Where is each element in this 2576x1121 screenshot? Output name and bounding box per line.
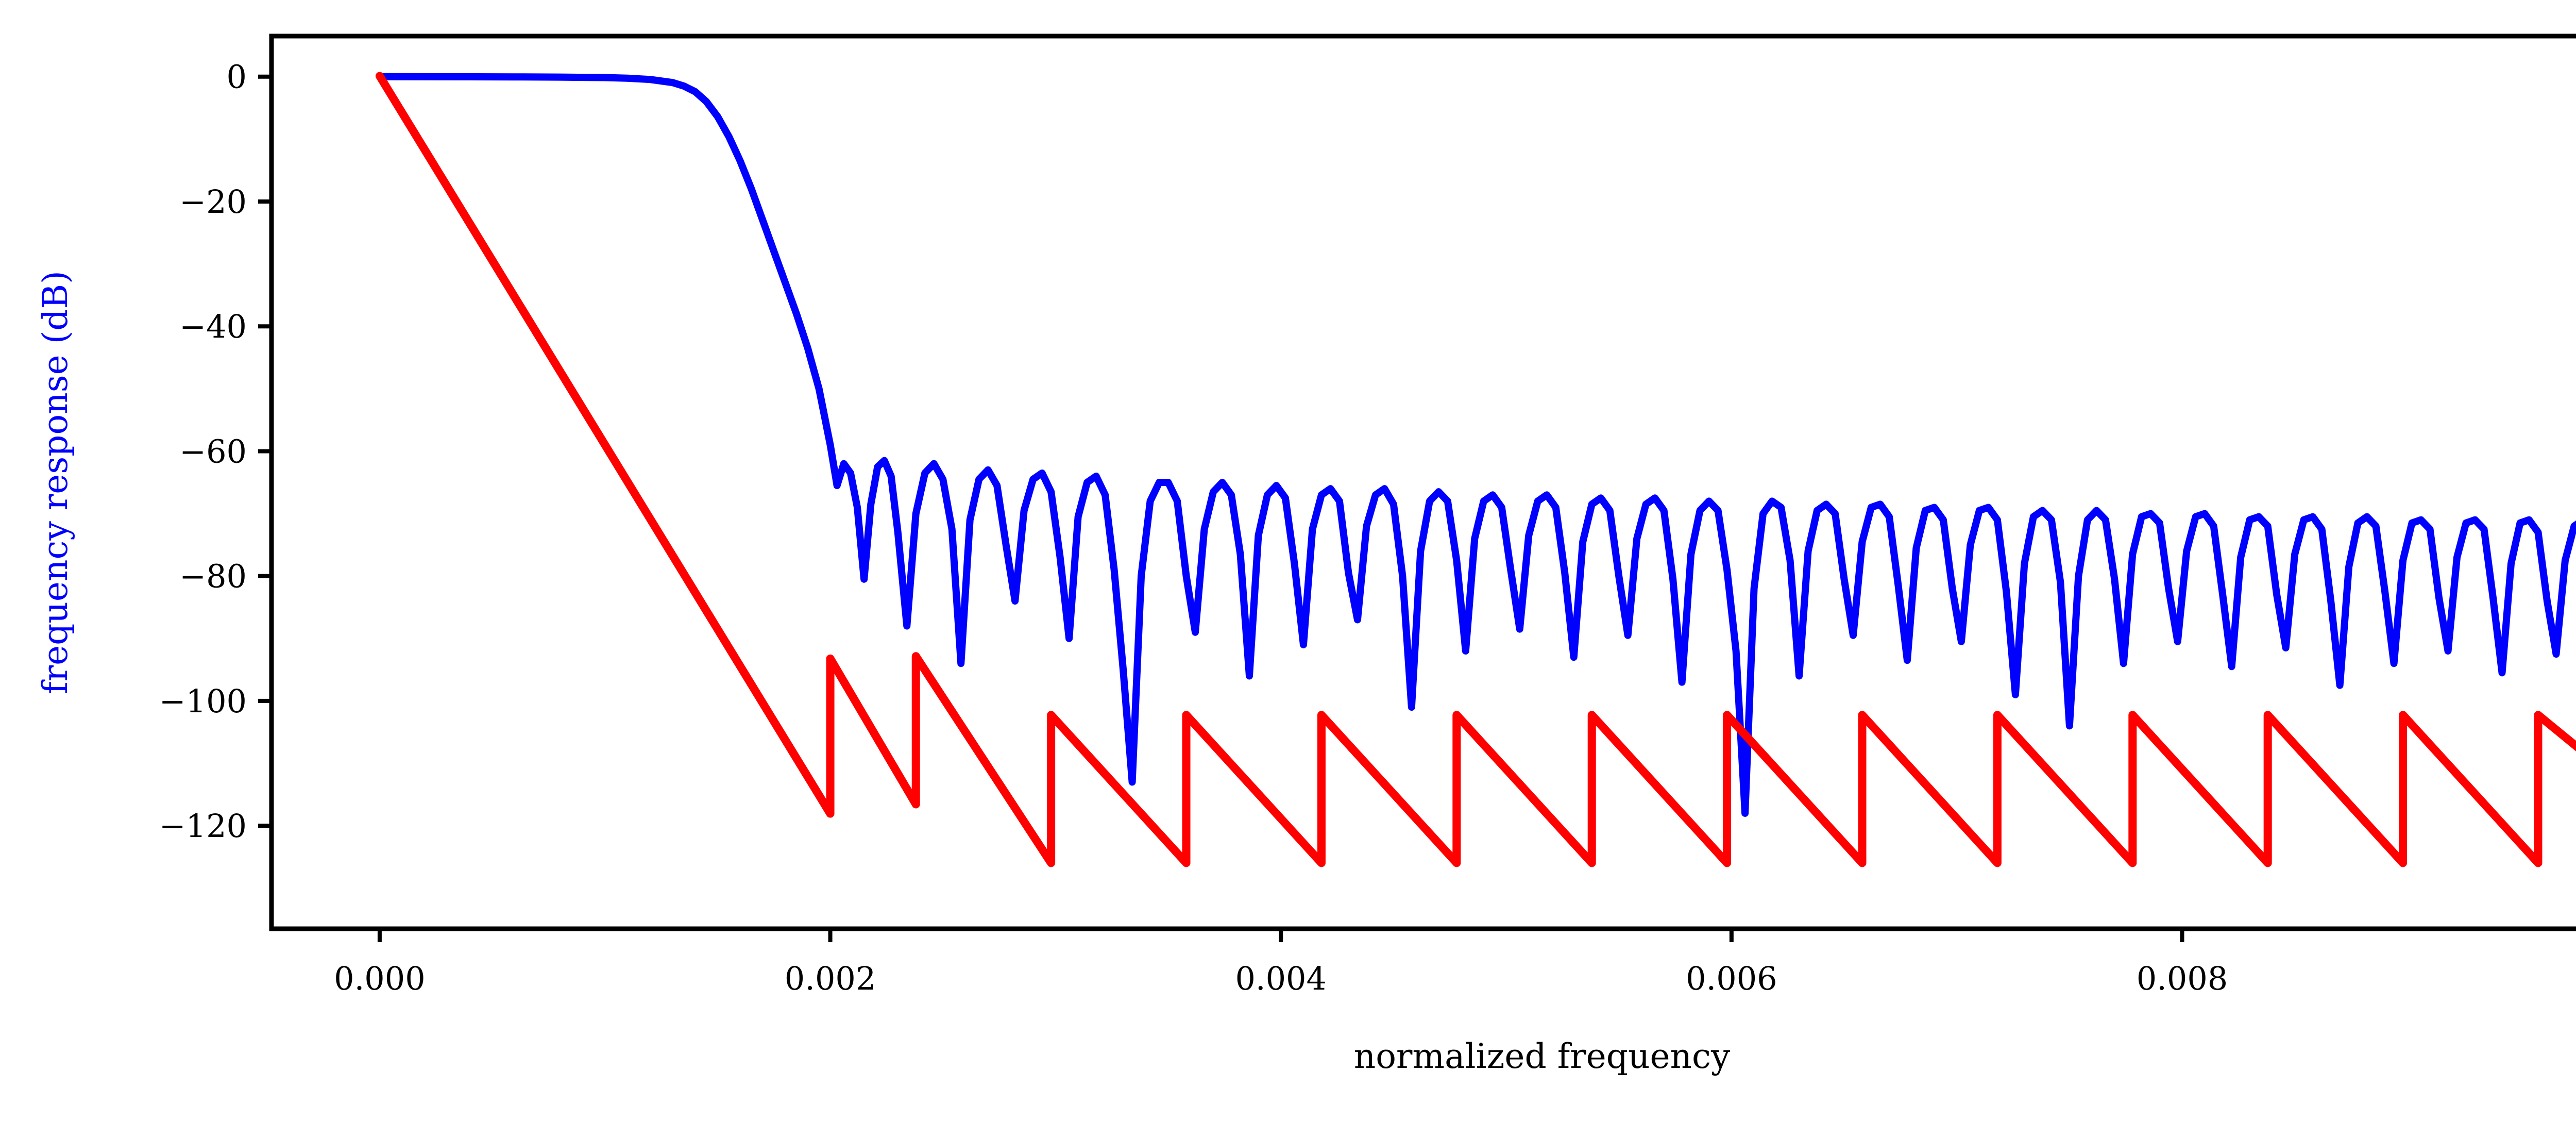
y-axis-left-title: frequency response (dB): [36, 271, 75, 694]
frequency-response-line: [376, 73, 2576, 817]
x-tick-label: 0.004: [1235, 960, 1327, 997]
y-left-tick-label: −60: [179, 432, 247, 470]
y-left-tick-label: −40: [179, 308, 247, 345]
y-left-tick-label: 0: [227, 58, 247, 96]
x-tick-label: 0.008: [2137, 960, 2228, 997]
y-left-tick-label: −100: [159, 682, 247, 720]
axes-frame: [269, 34, 2576, 931]
y-left-tickmarks: [258, 74, 272, 828]
x-tick-label: 0.000: [334, 960, 426, 997]
x-axis-title: normalized frequency: [1354, 1036, 1731, 1076]
y-left-tick-label: −120: [159, 807, 247, 845]
y-left-tick-labels: 0 −20 −40 −60 −80 −100 −120: [159, 58, 247, 845]
x-tick-label: 0.006: [1686, 960, 1777, 997]
y-left-tick-label: −80: [179, 558, 247, 595]
axes-spines: [269, 34, 2576, 931]
phase-response-line: [375, 72, 2576, 867]
y-left-tick-label: −20: [179, 183, 247, 221]
x-tickmarks: [377, 929, 2184, 942]
x-tick-label: 0.002: [785, 960, 876, 997]
